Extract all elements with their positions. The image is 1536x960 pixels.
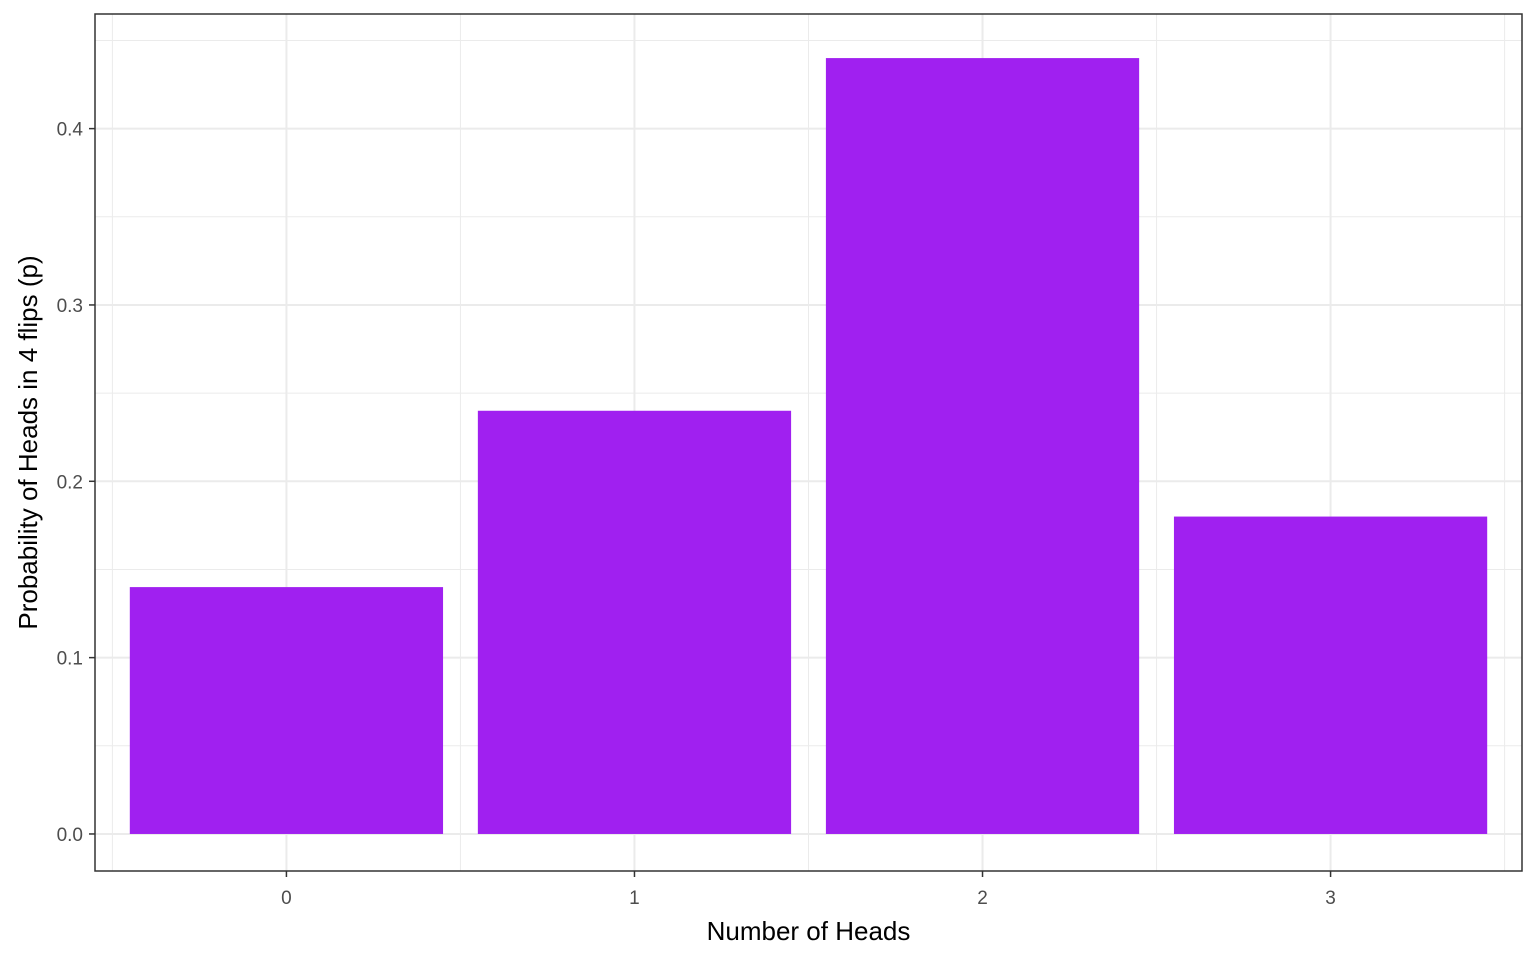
panel-border (94, 13, 1523, 872)
y-tick-label: 0.2 (57, 472, 83, 493)
bar-2 (825, 58, 1140, 834)
x-tick-label: 1 (629, 888, 640, 909)
bar-0 (129, 587, 444, 834)
x-axis-title: Number of Heads (707, 916, 911, 946)
y-axis-ticks: 0.0 0.1 0.2 0.3 0.4 (57, 120, 95, 846)
y-tick-label: 0.4 (57, 120, 84, 141)
y-axis-title: Probability of Heads in 4 flips (p) (13, 255, 43, 629)
y-tick-label: 0.0 (57, 825, 83, 846)
bar-3 (1173, 516, 1488, 834)
x-tick-label: 2 (977, 888, 988, 909)
y-tick-label: 0.3 (57, 296, 83, 317)
y-tick-label: 0.1 (57, 649, 83, 670)
x-tick-label: 3 (1325, 888, 1336, 909)
bars (129, 58, 1488, 834)
x-axis-ticks: 0 1 2 3 (281, 871, 1336, 909)
bar-1 (477, 410, 792, 834)
x-tick-label: 0 (281, 888, 292, 909)
